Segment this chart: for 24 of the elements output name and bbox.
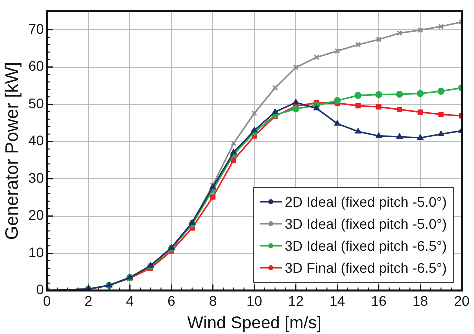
- x-tick-label: 16: [371, 293, 388, 310]
- legend-label: 3D Final (fixed pitch -6.5°): [284, 258, 447, 278]
- y-axis-title: Generator Power [kW]: [2, 62, 22, 240]
- x-tick-label: 2: [84, 293, 93, 310]
- legend-label: 3D Ideal (fixed pitch -6.5°): [284, 236, 447, 256]
- x-tick-label: 12: [288, 293, 304, 310]
- x-tick-label: 8: [209, 293, 218, 310]
- x-tick-label: 6: [168, 293, 176, 310]
- x-tick-label: 14: [330, 293, 346, 310]
- legend-label: 2D Ideal (fixed pitch -5.0°): [284, 192, 447, 212]
- y-tick-label: 30: [28, 170, 44, 186]
- y-tick-label: 0: [36, 282, 44, 298]
- x-axis-title: Wind Speed [m/s]: [188, 313, 322, 332]
- y-tick-label: 10: [28, 244, 44, 260]
- y-tick-label: 70: [28, 20, 44, 37]
- x-tick-label: 18: [412, 293, 429, 310]
- y-tick-label: 20: [28, 207, 44, 224]
- x-tick-label: 20: [454, 293, 470, 310]
- y-tick-label: 60: [28, 58, 44, 74]
- y-tick-label: 50: [28, 95, 44, 112]
- x-tick-label: 10: [246, 293, 263, 310]
- legend-label: 3D Ideal (fixed pitch -5.0°): [284, 214, 447, 234]
- x-tick-label: 4: [126, 293, 134, 310]
- y-tick-label: 40: [28, 132, 44, 149]
